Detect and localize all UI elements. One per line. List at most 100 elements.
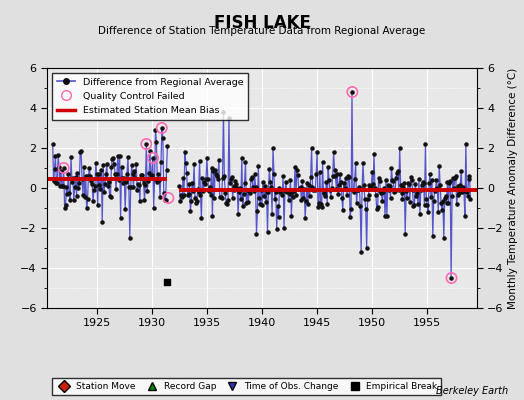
Point (440, 235, 448, 241)
Point (259, 179, 267, 186)
Point (352, 160, 360, 166)
Point (201, 181, 209, 188)
Point (353, 187, 362, 194)
Point (244, 199, 253, 205)
Point (445, 179, 453, 186)
Point (91, 183, 99, 189)
Point (389, 178, 398, 184)
Point (195, 158, 204, 164)
Point (417, 187, 425, 194)
Point (177, 191, 185, 198)
Point (348, 89, 356, 95)
Point (209, 168, 217, 175)
Point (275, 185, 283, 192)
Point (343, 191, 352, 198)
Point (330, 149, 338, 155)
Point (150, 176, 159, 182)
Point (419, 180, 428, 186)
Point (163, 279, 172, 285)
Point (141, 182, 149, 188)
Point (409, 203, 418, 209)
Point (217, 195, 226, 201)
Point (148, 172, 156, 178)
Point (425, 180, 433, 186)
Point (120, 174, 128, 181)
Point (252, 184, 260, 190)
Point (370, 151, 378, 158)
Point (379, 188, 387, 195)
Point (224, 197, 232, 203)
Point (157, 159, 165, 165)
Point (448, 192, 456, 199)
Point (162, 167, 171, 173)
Point (57, 168, 65, 174)
Point (322, 179, 331, 185)
Point (293, 172, 302, 178)
Point (347, 206, 355, 212)
Point (234, 210, 242, 217)
Point (73, 170, 82, 176)
Point (205, 184, 214, 190)
Point (183, 192, 192, 198)
Point (236, 185, 244, 191)
Point (245, 188, 253, 194)
Point (366, 183, 375, 190)
Point (452, 172, 460, 179)
Point (457, 167, 465, 174)
Point (54, 152, 62, 158)
Point (117, 164, 126, 170)
Point (386, 195, 395, 201)
Point (122, 179, 130, 186)
Text: Berkeley Earth: Berkeley Earth (436, 386, 508, 396)
Point (200, 179, 209, 186)
Point (163, 143, 172, 149)
Point (260, 183, 269, 189)
Point (62, 184, 71, 191)
Point (155, 176, 163, 183)
Point (77, 148, 85, 154)
Point (291, 163, 299, 170)
Point (104, 183, 112, 189)
Point (337, 178, 345, 185)
Point (196, 192, 205, 198)
Point (249, 188, 258, 194)
Point (233, 185, 242, 192)
Point (438, 206, 446, 213)
Point (61, 202, 70, 208)
Point (154, 171, 162, 178)
Point (421, 141, 430, 147)
Point (268, 210, 276, 217)
Point (430, 198, 438, 204)
Point (193, 186, 202, 193)
Point (189, 188, 198, 194)
Point (302, 198, 310, 204)
Point (85, 165, 94, 171)
Point (321, 193, 330, 200)
Point (158, 125, 166, 131)
Point (243, 187, 252, 193)
Point (323, 201, 331, 208)
Point (287, 213, 296, 219)
Point (407, 174, 415, 180)
Point (99, 162, 107, 168)
Point (254, 163, 263, 170)
Point (82, 173, 90, 179)
Point (237, 155, 246, 161)
Point (297, 197, 305, 204)
Point (462, 141, 470, 147)
Point (401, 231, 409, 237)
Point (363, 245, 371, 251)
Point (380, 185, 388, 191)
Point (66, 197, 74, 203)
Point (320, 190, 329, 196)
Point (391, 187, 399, 194)
Text: FISH LAKE: FISH LAKE (214, 14, 310, 32)
Point (408, 187, 417, 193)
Point (414, 201, 422, 208)
Point (274, 202, 282, 209)
Point (164, 195, 172, 201)
Point (210, 195, 219, 202)
Point (70, 197, 78, 204)
Point (430, 188, 439, 194)
Point (452, 201, 461, 208)
